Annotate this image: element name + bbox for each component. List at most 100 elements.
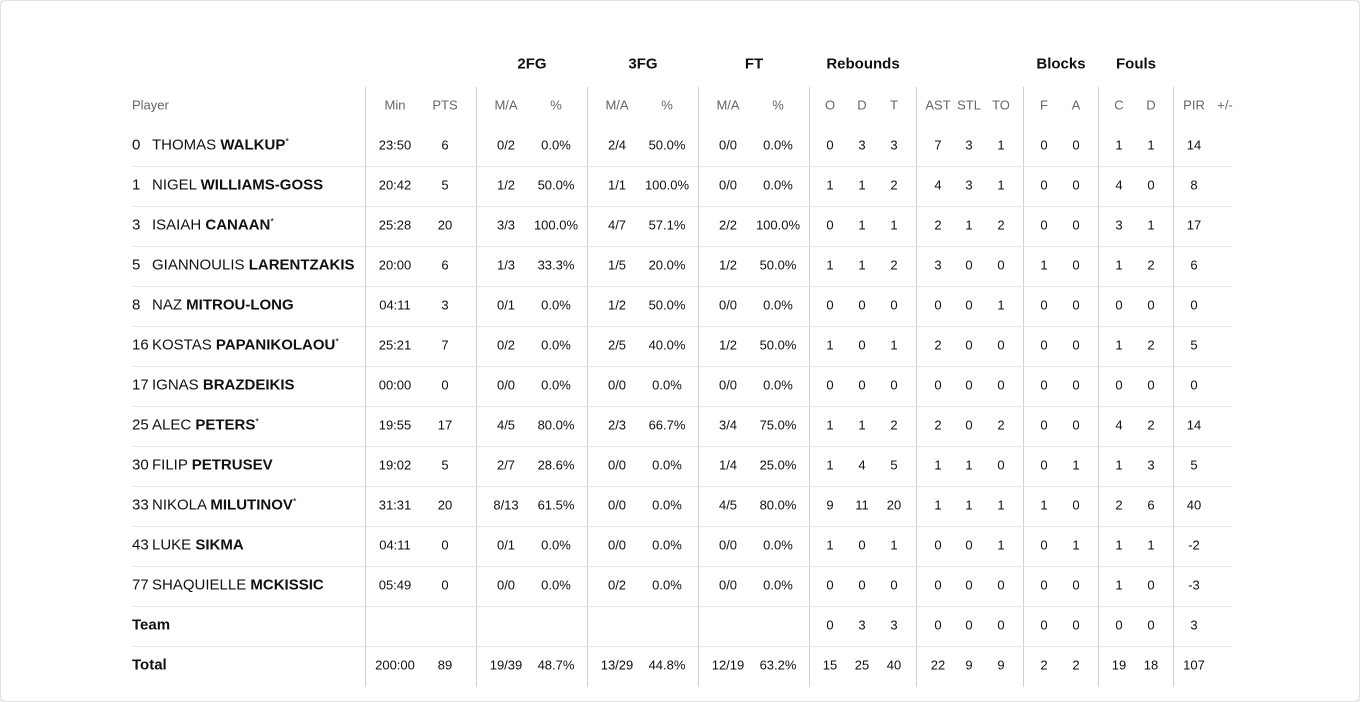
stat-cell: 2 [890,417,898,433]
stat-cell: 3 [890,137,898,153]
stat-cell: 5 [1190,457,1198,473]
stat-cell: 80.0% [759,497,797,513]
stat-cell: 20 [437,497,453,513]
stat-cell: 0 [934,617,942,633]
column-header: PIR [1183,97,1205,113]
column-header: M/A [605,97,629,113]
stat-cell: 50.0% [648,297,686,313]
first-name: ISAIAH [152,216,202,234]
stat-cell: 0 [997,377,1005,393]
stat-cell: 8 [1190,177,1198,193]
stat-cell: 0 [965,577,973,593]
stat-cell: 0/0 [718,177,738,193]
stat-cell: 2 [890,177,898,193]
stat-cell: 0 [965,297,973,313]
stat-cell: 0/2 [496,337,516,353]
stat-cell: 14 [1186,417,1202,433]
first-name: SHAQUIELLE [152,576,247,594]
stat-cell: 0 [965,617,973,633]
stat-cell: 4 [858,457,866,473]
stat-cell: 6 [441,137,449,153]
column-header: M/A [716,97,740,113]
stat-cell: 0.0% [652,537,682,553]
stat-cell: 40.0% [648,337,686,353]
stat-cell: 3 [965,137,973,153]
stat-cell: 89 [437,657,453,673]
stat-cell: 0/0 [718,377,738,393]
stat-cell: 0 [1072,617,1080,633]
row-separator [132,366,1232,367]
column-divider [1098,87,1099,687]
stat-cell: 5 [890,457,898,473]
player-name: 77 SHAQUIELLE MCKISSIC [132,577,324,594]
stat-cell: 1 [890,537,898,553]
column-divider [587,87,588,687]
first-name: NIGEL [152,176,197,194]
stat-cell: 0 [890,377,898,393]
stat-cell: 1/2 [496,177,516,193]
stat-cell: 17 [1186,217,1202,233]
stat-cell: 1 [858,217,866,233]
stat-cell: 25 [854,657,870,673]
stat-cell: 1 [858,257,866,273]
first-name: IGNAS [152,376,199,394]
stat-cell: 0 [858,537,866,553]
stat-cell: 0 [826,297,834,313]
stat-cell: 0.0% [763,377,793,393]
stat-cell: 1 [858,177,866,193]
row-separator [132,646,1232,647]
stat-cell: 0 [1072,217,1080,233]
stat-cell: 0 [826,377,834,393]
group-header: 3FG [628,55,658,73]
stat-cell: 2/7 [496,457,516,473]
stat-cell: 0 [1040,217,1048,233]
column-header: Min [384,97,406,113]
stat-cell: 25:28 [378,217,412,233]
player-number: 0 [132,136,141,154]
stat-cell: 0 [858,297,866,313]
stat-cell: 61.5% [537,497,575,513]
stat-cell: 44.8% [648,657,686,673]
stat-cell: 20 [437,217,453,233]
stat-cell: 1 [965,457,973,473]
stat-cell: 1/2 [607,297,627,313]
stat-cell: 1 [826,457,834,473]
stat-cell: 0 [890,577,898,593]
stat-cell: 0.0% [541,297,571,313]
stat-cell: 0 [1072,577,1080,593]
player-number: 1 [132,176,141,194]
player-number: 30 [132,456,149,474]
stat-cell: 0 [1115,297,1123,313]
stat-cell: 0/2 [607,577,627,593]
stat-cell: 2 [934,337,942,353]
stat-cell: 0.0% [652,497,682,513]
stat-cell: 0 [826,137,834,153]
stat-cell: 1 [965,217,973,233]
player-number: 77 [132,576,149,594]
column-header: AST [925,97,951,113]
row-separator [132,526,1232,527]
stat-cell: 23:50 [378,137,412,153]
stat-cell: 0 [1040,417,1048,433]
stat-cell: 0.0% [763,137,793,153]
stat-cell: 18 [1143,657,1159,673]
stat-cell: 04:11 [379,297,411,313]
team-label: Team [132,616,171,634]
stat-cell: 63.2% [759,657,797,673]
stat-cell: 0/0 [496,377,516,393]
stat-cell: 0 [1115,617,1123,633]
stat-cell: 0 [1147,617,1155,633]
stat-cell: 1 [1147,537,1155,553]
player-number: 16 [132,336,149,354]
stat-cell: 40 [1186,497,1202,513]
stat-cell: 2/4 [607,137,627,153]
stat-cell: 28.6% [537,457,575,473]
stat-cell: 0.0% [541,337,571,353]
stat-cell: 00:00 [378,377,412,393]
stat-cell: 1 [826,537,834,553]
row-separator [132,246,1232,247]
stat-cell: 1 [1115,577,1123,593]
stat-cell: 0 [965,417,973,433]
